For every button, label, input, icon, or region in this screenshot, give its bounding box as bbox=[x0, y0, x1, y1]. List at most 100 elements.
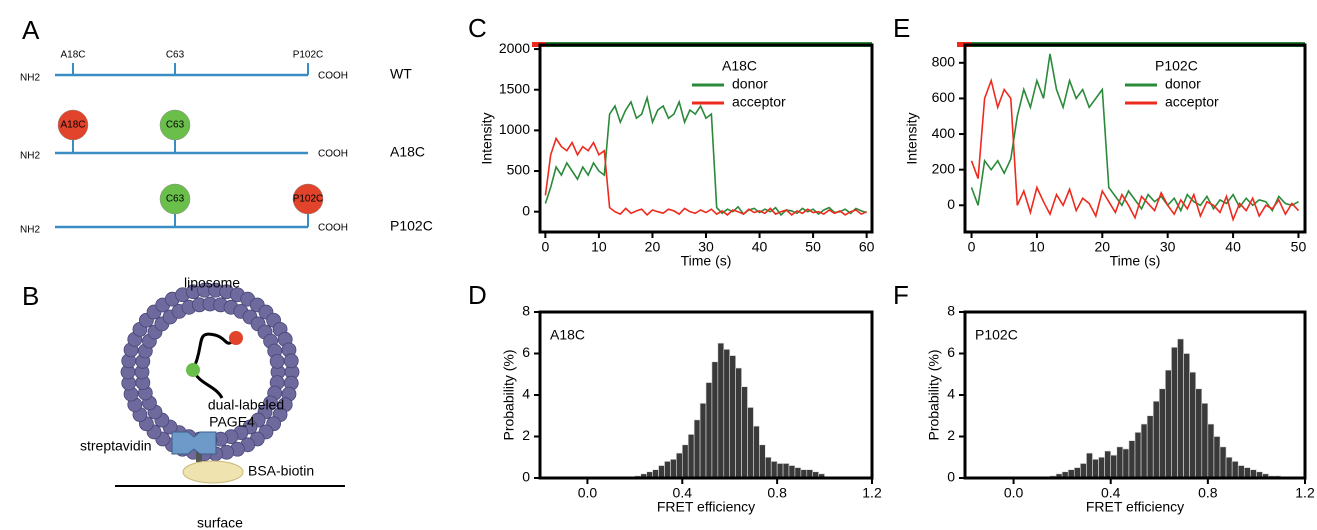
y-tick-label: 400 bbox=[932, 125, 956, 141]
y-tick-label: 0 bbox=[522, 202, 530, 218]
liposome-drawing bbox=[120, 282, 300, 462]
protein-chain bbox=[191, 332, 238, 371]
dye-label: C63 bbox=[166, 120, 185, 131]
histogram-bar bbox=[741, 386, 748, 479]
label: BSA-biotin bbox=[248, 463, 314, 479]
y-tick-label: 8 bbox=[522, 303, 530, 319]
label: dual-labeled bbox=[208, 397, 284, 413]
trace-line bbox=[970, 77, 1300, 222]
x-axis-label: Time (s) bbox=[1110, 253, 1161, 269]
x-tick-label: 0 bbox=[968, 239, 976, 255]
histogram-bar bbox=[723, 349, 731, 479]
histogram-bar bbox=[1116, 446, 1124, 479]
x-tick-label: 40 bbox=[752, 239, 768, 255]
construct-name: P102C bbox=[390, 218, 433, 234]
x-tick-label: 10 bbox=[591, 239, 607, 255]
y-tick-label: 500 bbox=[507, 162, 531, 178]
x-tick-label: 1.2 bbox=[862, 485, 882, 501]
dye bbox=[57, 109, 89, 141]
histogram-bar bbox=[753, 425, 760, 479]
histogram-bar bbox=[1231, 461, 1239, 479]
y-tick-label: 0 bbox=[947, 469, 955, 485]
histogram-bar bbox=[1122, 448, 1130, 479]
annotation: A18C bbox=[550, 327, 585, 343]
annotation: A18C bbox=[722, 58, 757, 74]
linker bbox=[196, 448, 202, 462]
plot-frame bbox=[963, 43, 1307, 234]
dye-label: C63 bbox=[166, 194, 185, 205]
histogram-bar bbox=[1098, 456, 1105, 479]
x-tick-label: 30 bbox=[1160, 239, 1176, 255]
construct-name: A18C bbox=[390, 144, 425, 160]
plot-frame bbox=[538, 310, 874, 480]
histogram-bar bbox=[770, 461, 778, 479]
donor-dye bbox=[186, 363, 200, 377]
histogram-bar bbox=[1171, 346, 1178, 479]
x-tick-label: 0.4 bbox=[673, 485, 693, 501]
x-tick-label: 0.8 bbox=[1198, 485, 1218, 501]
dye-label: A18C bbox=[60, 120, 85, 131]
histogram-bar bbox=[1140, 423, 1148, 479]
histogram-bar bbox=[1225, 456, 1233, 479]
histogram-bar bbox=[1189, 371, 1197, 479]
y-tick-label: 0 bbox=[522, 469, 530, 485]
x-tick-label: 0 bbox=[541, 239, 549, 255]
label: streptavidin bbox=[80, 438, 152, 454]
y-axis-label: Intensity bbox=[904, 112, 920, 164]
y-tick-label: 6 bbox=[522, 344, 530, 360]
y-tick-label: 4 bbox=[522, 386, 530, 402]
y-tick-label: 2 bbox=[947, 427, 955, 443]
x-tick-label: 30 bbox=[698, 239, 714, 255]
label: surface bbox=[197, 515, 243, 530]
panel-letter: E bbox=[893, 13, 910, 43]
x-tick-label: 0.8 bbox=[767, 485, 787, 501]
histogram-bar bbox=[711, 361, 719, 479]
y-tick-label: 800 bbox=[932, 54, 956, 70]
legend-label: acceptor bbox=[1165, 94, 1219, 110]
label: PAGE4 bbox=[209, 414, 255, 430]
histogram-bar bbox=[1177, 338, 1184, 479]
n-terminus: NH2 bbox=[20, 73, 40, 84]
y-tick-label: 600 bbox=[932, 89, 956, 105]
site-label: P102C bbox=[293, 50, 324, 61]
y-tick-label: 2000 bbox=[499, 40, 530, 56]
x-tick-label: 0.0 bbox=[578, 485, 598, 501]
histogram-bar bbox=[676, 452, 683, 479]
plot-frame bbox=[538, 43, 874, 234]
histogram-bar bbox=[1128, 440, 1136, 479]
dye bbox=[292, 183, 324, 215]
histogram-bar bbox=[1146, 415, 1154, 479]
y-axis-label: Intensity bbox=[479, 112, 495, 164]
x-tick-label: 50 bbox=[1291, 239, 1307, 255]
y-axis-label: Probability (%) bbox=[926, 349, 942, 440]
x-axis-label: FRET efficiency bbox=[657, 499, 755, 515]
histogram-bar bbox=[1104, 450, 1112, 479]
histogram-bar bbox=[788, 465, 796, 479]
x-tick-label: 20 bbox=[645, 239, 661, 255]
y-tick-label: 1500 bbox=[499, 80, 530, 96]
histogram-bar bbox=[776, 463, 784, 479]
histogram-bar bbox=[1134, 432, 1142, 479]
y-tick-label: 2 bbox=[522, 427, 530, 443]
x-tick-label: 20 bbox=[1095, 239, 1111, 255]
histogram-bar bbox=[764, 456, 772, 479]
histogram-bar bbox=[782, 463, 790, 479]
histogram-bar bbox=[1092, 459, 1099, 479]
panel-letter: D bbox=[468, 280, 487, 310]
histogram-bar bbox=[1243, 467, 1251, 479]
histogram-bar bbox=[1237, 465, 1245, 479]
histogram-bar bbox=[681, 444, 689, 479]
panel-letter: C bbox=[468, 13, 487, 43]
histogram-bar bbox=[687, 434, 695, 479]
legend-label: acceptor bbox=[732, 94, 786, 110]
x-tick-label: 0.0 bbox=[1004, 485, 1024, 501]
lipid-bead bbox=[283, 353, 299, 369]
n-terminus: NH2 bbox=[20, 151, 40, 162]
c-terminus: COOH bbox=[318, 149, 348, 160]
legend-label: donor bbox=[732, 76, 768, 92]
legend-label: donor bbox=[1165, 76, 1201, 92]
histogram-bar bbox=[1195, 388, 1203, 479]
n-terminus: NH2 bbox=[20, 225, 40, 236]
dye bbox=[159, 109, 191, 141]
